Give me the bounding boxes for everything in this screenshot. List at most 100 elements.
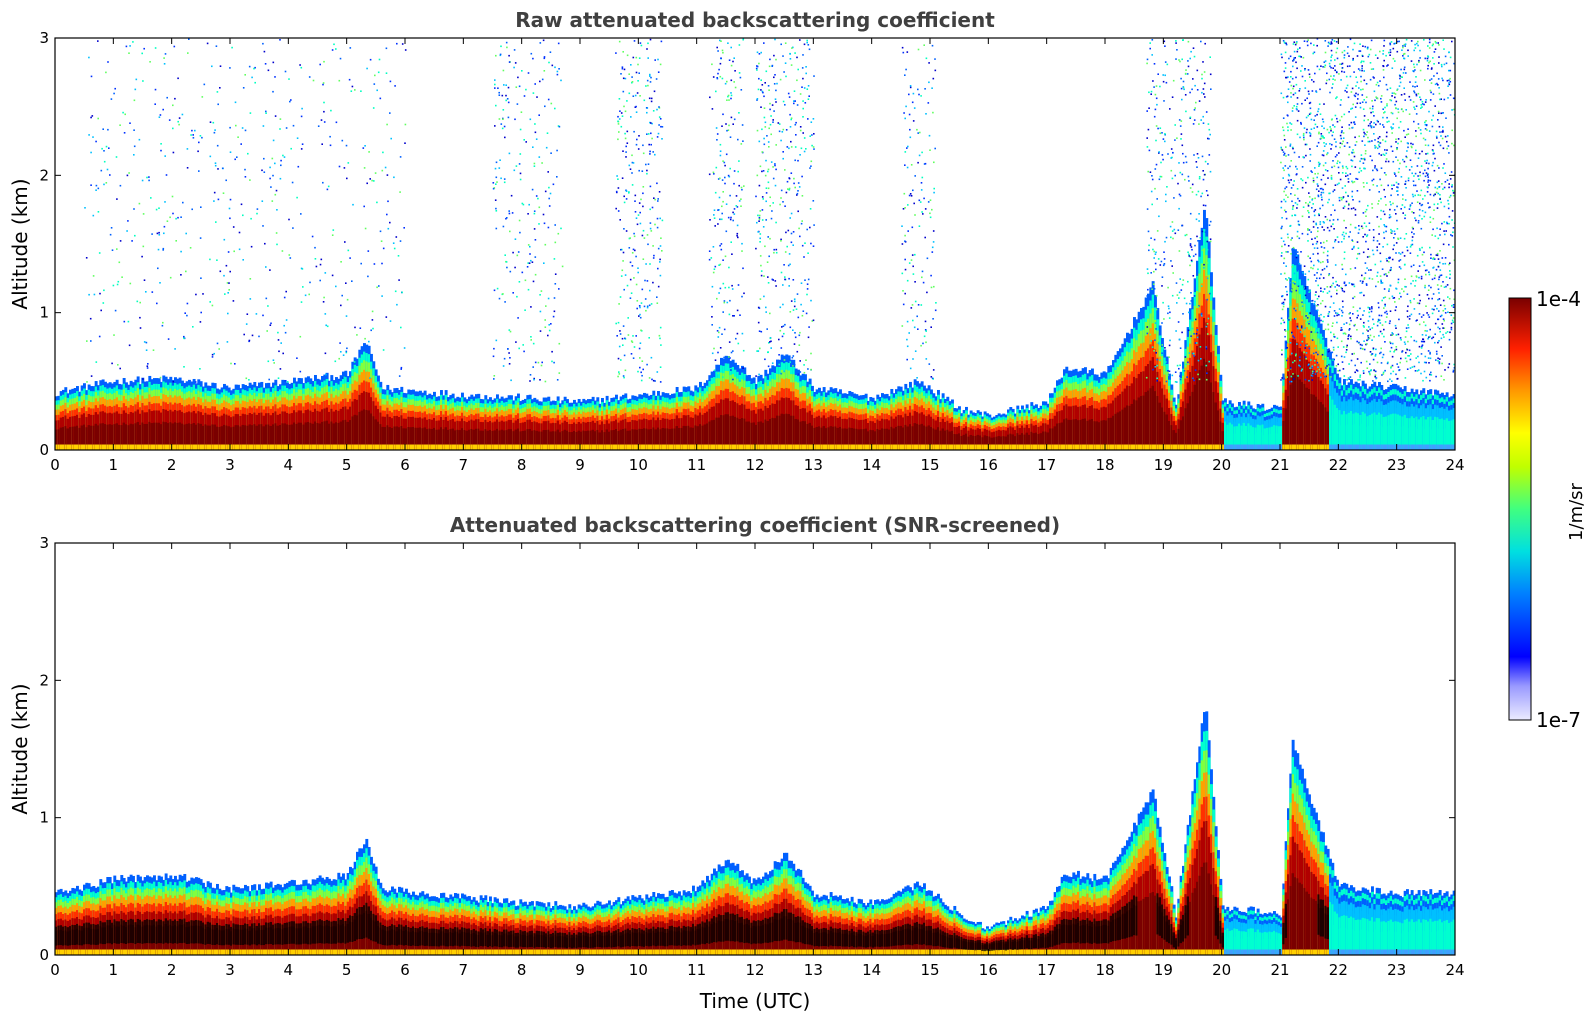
surface-layer [297, 444, 301, 450]
surface-layer [1266, 444, 1269, 450]
backscatter-column [1319, 401, 1323, 450]
backscatter-column [724, 414, 728, 450]
surface-layer [647, 444, 651, 450]
backscatter-column [664, 428, 667, 450]
backscatter-column [727, 414, 730, 450]
noise-speckle [398, 375, 401, 377]
surface-layer [365, 444, 369, 450]
noise-speckle [360, 262, 362, 265]
surface-layer [864, 444, 868, 450]
backscatter-column [1144, 392, 1148, 450]
surface-layer [1417, 444, 1421, 450]
backscatter-column [442, 429, 446, 450]
surface-layer [1091, 444, 1094, 450]
surface-layer [416, 444, 420, 450]
backscatter-column [953, 434, 957, 450]
surface-layer [909, 444, 912, 450]
backscatter-column [687, 425, 691, 450]
backscatter-column [288, 424, 292, 450]
backscatter-column [1254, 434, 1258, 450]
backscatter-column [902, 427, 905, 450]
backscatter-column [1177, 428, 1181, 450]
noise-speckle [183, 335, 185, 338]
surface-layer [958, 444, 961, 450]
surface-layer [223, 444, 226, 450]
raw-backscatter-plot-area [55, 38, 1455, 450]
backscatter-column [757, 421, 761, 450]
backscatter-column [1207, 370, 1211, 450]
surface-layer [874, 444, 877, 450]
surface-layer [461, 444, 464, 450]
backscatter-column [237, 425, 240, 450]
surface-layer [360, 444, 364, 450]
surface-layer [918, 444, 922, 450]
surface-layer [1105, 444, 1108, 450]
backscatter-column [986, 436, 989, 450]
backscatter-column [864, 428, 868, 450]
backscatter-column [1130, 403, 1134, 450]
surface-layer [213, 444, 217, 450]
surface-layer [181, 444, 184, 450]
surface-layer [881, 444, 884, 450]
backscatter-column [1214, 402, 1218, 450]
noise-speckle [209, 258, 211, 261]
surface-layer [1011, 444, 1015, 450]
noise-speckle [390, 137, 392, 140]
noise-speckle [251, 76, 253, 79]
noise-speckle [188, 38, 190, 40]
surface-layer [225, 444, 229, 450]
backscatter-column [671, 428, 674, 450]
noise-speckle [345, 282, 347, 284]
backscatter-column [388, 427, 392, 450]
surface-layer [1319, 444, 1323, 450]
surface-layer [638, 444, 642, 450]
backscatter-column [1385, 426, 1388, 450]
surface-layer [162, 444, 166, 450]
noise-speckle [92, 214, 95, 217]
noise-speckle [270, 322, 272, 325]
backscatter-column [106, 424, 110, 450]
backscatter-column [386, 425, 390, 450]
surface-layer [1088, 444, 1092, 450]
surface-layer [1070, 444, 1073, 450]
surface-layer [153, 444, 156, 450]
surface-layer [1443, 444, 1447, 450]
backscatter-column [125, 424, 128, 450]
surface-layer [1429, 444, 1433, 450]
backscatter-column [1018, 434, 1022, 450]
noise-speckle [103, 289, 105, 292]
noise-speckle [279, 368, 282, 370]
surface-layer [895, 444, 898, 450]
surface-layer [69, 444, 72, 450]
backscatter-column [1165, 414, 1169, 450]
backscatter-column [717, 417, 721, 450]
noise-speckle [199, 135, 202, 137]
backscatter-column [265, 424, 268, 450]
surface-layer [944, 444, 947, 450]
backscatter-column [713, 419, 716, 450]
backscatter-column [1084, 418, 1087, 450]
backscatter-column [605, 429, 609, 450]
surface-layer [372, 444, 376, 450]
surface-layer [379, 444, 383, 450]
noise-speckle [146, 176, 148, 179]
backscatter-column [1263, 435, 1267, 450]
backscatter-column [979, 435, 982, 450]
backscatter-column [421, 428, 425, 450]
surface-layer [188, 444, 191, 450]
surface-layer [265, 444, 268, 450]
surface-layer [1126, 444, 1129, 450]
surface-layer [771, 444, 775, 450]
noise-speckle [342, 377, 344, 379]
backscatter-column [799, 421, 803, 450]
backscatter-column [843, 428, 847, 450]
surface-layer [484, 444, 488, 450]
backscatter-column [1310, 394, 1314, 450]
surface-layer [1359, 444, 1363, 450]
backscatter-column [624, 428, 628, 450]
noise-speckle [160, 143, 162, 145]
backscatter-column [512, 431, 516, 450]
surface-layer [640, 444, 644, 450]
surface-layer [1224, 444, 1227, 450]
surface-layer [778, 444, 782, 450]
